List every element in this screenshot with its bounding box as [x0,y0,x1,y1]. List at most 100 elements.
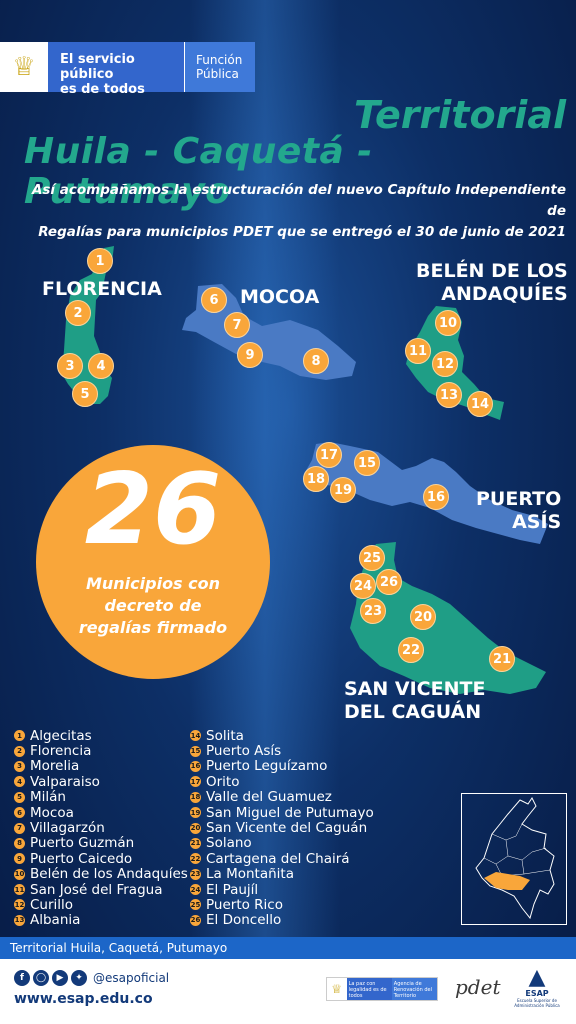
list-number-badge: 13 [14,914,25,926]
list-number-badge: 7 [14,822,25,834]
list-number-badge: 4 [14,776,25,788]
list-item: 5 Milán [14,789,188,806]
list-item: 9 Puerto Caicedo [14,850,188,867]
list-item: 15 Puerto Asís [190,743,374,759]
list-number-badge: 15 [190,745,201,757]
list-number-badge: 14 [190,730,201,742]
label-san-vicente-1: SAN VICENTE [344,678,486,700]
social-handle[interactable]: @esapoficial [93,971,170,985]
label-san-vicente-2: DEL CAGUÁN [344,701,482,723]
list-number-badge: 12 [14,899,25,911]
pin-3: 3 [57,353,83,379]
list-item: 10 Belén de los Andaquíes [14,866,188,883]
municipality-list-col2: 14 Solita 15 Puerto Asís 16 Puerto Leguízamo 1… [190,728,374,928]
pin-7: 7 [224,312,250,338]
municipality-list-col1: 1 Algecitas 2 Florencia 3 Morelia 4 Valparaiso 5… [14,728,188,928]
pin-19: 19 [330,477,356,503]
list-number-badge: 21 [190,837,201,849]
list-item: 25 Puerto Rico [190,897,374,913]
municipality-name: Albania [30,912,81,929]
list-item: 24 El Paujíl [190,881,374,898]
instagram-icon[interactable]: ◯ [33,970,49,986]
pdet-logo: pdet [455,975,501,999]
list-number-badge: 22 [190,853,201,865]
pin-21: 21 [489,646,515,672]
list-number-badge: 2 [14,745,25,757]
subtitle-line2: Regalías para municipios PDET que se ent… [38,224,566,240]
municipality-name: El Paujíl [206,881,259,898]
social-links: f ◯ ▶ ✦ @esapoficial [14,970,169,986]
pin-23: 23 [360,598,386,624]
list-number-badge: 3 [14,760,25,772]
pin-9: 9 [237,342,263,368]
label-belen: BELÉN DE LOS ANDAQUÍES [416,260,568,306]
list-number-badge: 1 [14,730,25,742]
caption-line3: regalías firmado [78,618,228,637]
pin-24: 24 [350,573,376,599]
caption-line2: decreto de [104,596,202,615]
municipality-name: Puerto Caicedo [30,850,133,867]
pin-20: 20 [410,604,436,630]
total-municipalities-badge: 26 Municipios con decreto de regalías fi… [36,445,270,679]
list-number-badge: 16 [190,760,201,772]
pin-17: 17 [316,442,342,468]
municipality-name: Orito [206,773,240,790]
gov-line1: La paz con legalidad es de todos [346,978,392,1000]
list-item: 23 La Montañita [190,866,374,883]
pin-18: 18 [303,466,329,492]
pin-6: 6 [201,287,227,313]
esap-subtitle: Escuela Superior de Administración Públi… [514,998,560,1008]
header-logo: ♕ El servicio público es de todos Funció… [0,42,255,97]
municipality-name: Morelia [30,758,80,775]
list-item: 18 Valle del Guamuez [190,789,374,806]
pin-12: 12 [432,351,458,377]
youtube-icon[interactable]: ▶ [52,970,68,986]
pin-4: 4 [88,353,114,379]
municipality-name: La Montañita [206,866,294,883]
label-mocoa: MOCOA [240,286,320,308]
brand-line2: es de todos [60,82,145,97]
pin-13: 13 [436,382,462,408]
twitter-icon[interactable]: ✦ [71,970,87,986]
list-item: 3 Morelia [14,758,188,775]
pin-22: 22 [398,637,424,663]
list-item: 8 Puerto Guzmán [14,835,188,851]
label-belen-1: BELÉN DE LOS [416,260,568,282]
municipality-name: Algecitas [30,727,92,744]
pin-5: 5 [72,381,98,407]
esap-pyramid-icon: ▲ [528,965,546,990]
facebook-icon[interactable]: f [14,970,30,986]
list-number-badge: 23 [190,868,201,880]
list-number-badge: 25 [190,899,201,911]
list-number-badge: 24 [190,884,201,896]
list-item: 19 San Miguel de Putumayo [190,805,374,821]
list-number-badge: 9 [14,853,25,865]
municipality-name: Valparaiso [30,773,100,790]
list-item: 20 San Vicente del Caguán [190,820,374,836]
entity-block: Función Pública [185,42,255,92]
pin-26: 26 [376,569,402,595]
list-item: 21 Solano [190,835,374,851]
municipality-name: Villagarzón [30,820,105,837]
gov-line2: Agencia de Renovación del Territorio [391,978,437,1000]
municipality-name: Valle del Guamuez [206,789,332,806]
list-item: 14 Solita [190,728,374,744]
title-line1: Territorial [353,93,566,137]
municipality-name: Milán [30,789,66,806]
total-caption: Municipios con decreto de regalías firma… [36,573,270,639]
caption-line1: Municipios con [85,574,221,593]
website-link[interactable]: www.esap.edu.co [14,991,153,1007]
list-item: 7 Villagarzón [14,820,188,837]
municipality-name: Mocoa [30,804,74,821]
municipality-name: Belén de los Andaquíes [30,866,188,883]
list-number-badge: 20 [190,822,201,834]
brand-line1: El servicio público [60,52,135,82]
pin-1: 1 [87,248,113,274]
municipality-name: Puerto Rico [206,897,283,913]
list-item: 12 Curillo [14,897,188,913]
coat-of-arms-icon: ♕ [0,42,48,92]
list-item: 13 Albania [14,912,188,929]
list-number-badge: 11 [14,884,25,896]
label-belen-2: ANDAQUÍES [441,283,568,305]
